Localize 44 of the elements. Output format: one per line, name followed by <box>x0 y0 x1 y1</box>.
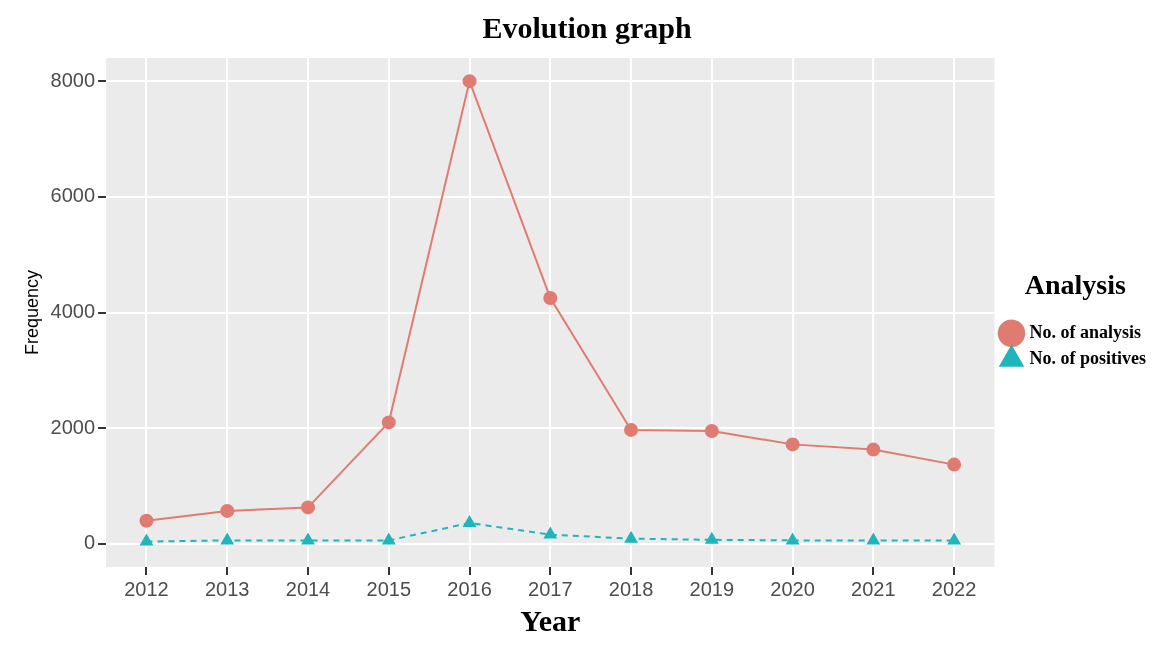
y-axis-title: Frequency <box>21 269 42 356</box>
chart-title: Evolution graph <box>482 10 692 44</box>
point <box>301 500 315 515</box>
x-tick-label: 2021 <box>851 577 896 600</box>
point <box>704 424 719 439</box>
point <box>786 533 799 545</box>
y-tick-label: 6000 <box>50 184 96 207</box>
y-tick-label: 4000 <box>50 300 96 323</box>
point <box>139 513 154 528</box>
y-tick-label: 8000 <box>50 68 96 91</box>
y-tick-label: 2000 <box>50 415 96 438</box>
y-tick-label: 0 <box>83 531 96 554</box>
point <box>544 527 557 539</box>
point <box>624 531 638 543</box>
x-tick-label: 2012 <box>124 577 169 600</box>
legend-title: Analysis <box>1024 268 1126 300</box>
x-tick-label: 2020 <box>770 577 815 600</box>
point <box>624 422 639 437</box>
point <box>301 533 315 545</box>
x-tick-label: 2014 <box>285 577 331 600</box>
x-tick-label: 2022 <box>931 577 977 600</box>
x-tick-label: 2016 <box>447 577 492 600</box>
legend-label: No. of analysis <box>1029 321 1142 342</box>
point <box>140 534 153 546</box>
point <box>221 533 234 545</box>
point <box>220 503 235 518</box>
x-tick-label: 2019 <box>689 577 735 600</box>
point <box>867 533 880 545</box>
point <box>866 442 881 457</box>
point <box>381 415 396 430</box>
x-tick-label: 2017 <box>528 577 573 600</box>
point <box>463 516 476 528</box>
x-tick-label: 2015 <box>366 577 412 600</box>
x-tick-label: 2018 <box>608 577 654 600</box>
legend-label: No. of positives <box>1029 347 1146 368</box>
point <box>947 457 962 472</box>
point <box>462 74 477 89</box>
point <box>382 533 395 545</box>
point <box>785 437 800 452</box>
point <box>947 533 961 545</box>
point <box>705 532 719 544</box>
x-axis-title: Year <box>520 603 581 637</box>
x-tick-label: 2013 <box>204 577 250 600</box>
point <box>543 291 558 306</box>
